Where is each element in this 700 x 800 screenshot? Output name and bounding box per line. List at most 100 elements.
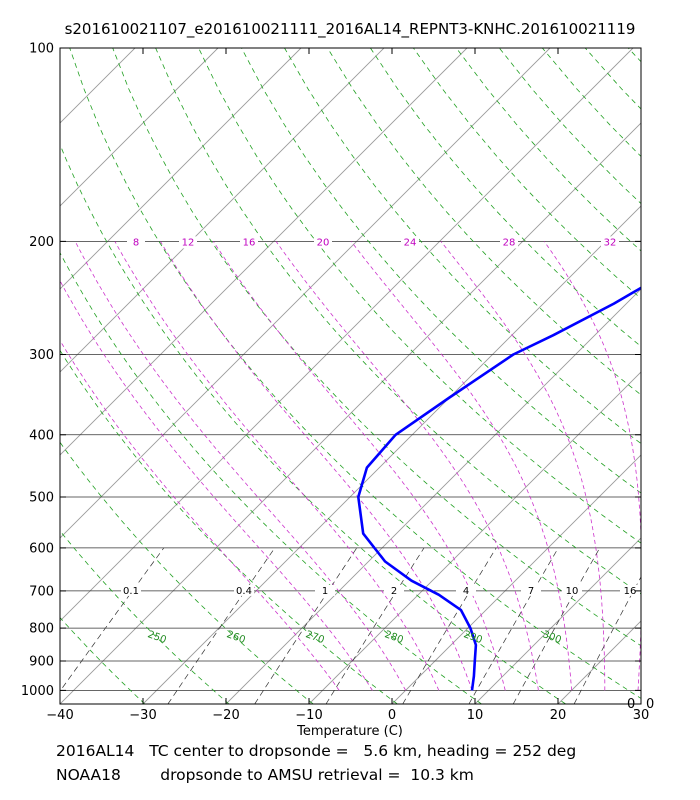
- isohume-label: 7: [528, 586, 534, 597]
- dry-adiabat-label: 300: [541, 629, 563, 646]
- isotherm-line: [391, 454, 641, 704]
- isohume-line: [512, 547, 601, 704]
- y-tick-label: 700: [29, 584, 54, 599]
- y-tick-label: 800: [29, 622, 54, 637]
- y-tick-label: 500: [29, 491, 54, 506]
- dry-adiabat-label: 290: [462, 629, 484, 646]
- dry-adiabat-line: [60, 349, 398, 704]
- dry-adiabat-line: [498, 48, 641, 205]
- isohume-label: 0.1: [123, 586, 139, 597]
- dry-adiabat-line: [541, 48, 641, 158]
- y-tick-label: 900: [29, 654, 54, 669]
- dry-adiabat-line: [69, 48, 641, 699]
- x-tick-label: 10: [467, 708, 484, 723]
- moist-adiabat-line: [60, 339, 340, 691]
- isotherm-line: [60, 48, 136, 124]
- isohume-line: [60, 547, 165, 692]
- dry-adiabat-label: 250: [146, 629, 168, 646]
- moist-adiabat-line: [350, 241, 572, 691]
- dry-adiabat-line: [284, 48, 641, 445]
- x-tick-label: −30: [129, 708, 156, 723]
- x-tick-label: 0: [388, 708, 396, 723]
- dry-adiabat-line: [112, 48, 641, 647]
- dry-adiabat-line: [60, 617, 146, 704]
- dry-adiabat-line: [584, 48, 641, 110]
- y-tick-label: 1000: [21, 684, 54, 699]
- isotherm-line: [60, 122, 641, 704]
- moist-adiabat-line: [213, 241, 506, 691]
- isohume-line: [254, 547, 358, 704]
- x-tick-label: −40: [46, 708, 73, 723]
- moist-adiabat-line: [160, 241, 473, 691]
- moist-adiabat-label: 24: [404, 237, 417, 248]
- dry-adiabat-label: 280: [383, 629, 405, 646]
- moist-adiabat-line: [543, 241, 641, 691]
- isotherm-line: [60, 48, 468, 456]
- isohume-label: 16: [624, 586, 637, 597]
- moist-adiabat-label: 20: [317, 237, 330, 248]
- isotherm-line: [557, 620, 641, 704]
- chart-title: s201610021107_e201610021111_2016AL14_REP…: [64, 20, 636, 38]
- isohume-line: [402, 547, 497, 704]
- x-tick-label: 20: [550, 708, 567, 723]
- plot-area: [0, 48, 700, 704]
- isotherm-line: [0, 48, 52, 704]
- dry-adiabat-line: [370, 48, 641, 347]
- isotherm-line: [474, 537, 641, 704]
- dry-adiabat-label: 260: [225, 629, 247, 646]
- isotherm-line: [60, 48, 634, 622]
- dry-adiabat-line: [627, 48, 641, 63]
- dry-adiabat-line: [60, 441, 314, 704]
- moist-adiabat-label: 12: [182, 237, 195, 248]
- dry-adiabat-line: [671, 48, 700, 704]
- isohume-label: 2: [391, 586, 397, 597]
- sounding-series-line: [664, 591, 700, 685]
- dry-adiabat-line: [327, 48, 641, 396]
- moist-adiabat-line: [275, 241, 539, 691]
- x-tick-label: 30: [633, 708, 650, 723]
- isohume-label: 1: [322, 586, 328, 597]
- isotherm-line: [60, 48, 219, 207]
- y-tick-label: 600: [29, 541, 54, 556]
- x-axis-label: Temperature (C): [297, 724, 403, 739]
- x-tick-label: −20: [212, 708, 239, 723]
- y-tick-label: 100: [29, 42, 54, 57]
- isotherm-line: [60, 48, 551, 539]
- moist-adiabat-label: 16: [243, 237, 256, 248]
- moist-adiabat-line: [114, 241, 440, 691]
- corner-label-right: 0: [646, 697, 655, 712]
- isohume-line: [167, 547, 276, 704]
- caption-line-1: 2016AL14 TC center to dropsonde = 5.6 km…: [56, 742, 577, 760]
- moist-adiabat-line: [60, 279, 373, 691]
- caption-line-2: NOAA18 dropsonde to AMSU retrieval = 10.…: [56, 766, 474, 784]
- moist-adiabat-label: 28: [503, 237, 516, 248]
- y-tick-label: 400: [29, 428, 54, 443]
- isohume-label: 10: [566, 586, 579, 597]
- isotherm-line: [225, 288, 641, 704]
- isotherm-line: [60, 48, 385, 373]
- y-tick-label: 300: [29, 348, 54, 363]
- dry-adiabat-line: [60, 530, 230, 704]
- dry-adiabat-label: 270: [304, 629, 326, 646]
- dry-adiabat-line: [60, 702, 61, 704]
- isotherm-line: [142, 205, 641, 704]
- dry-adiabat-line: [155, 48, 641, 595]
- sounding-series-line: [357, 286, 641, 691]
- isotherm-line: [640, 703, 641, 704]
- y-tick-label: 200: [29, 235, 54, 250]
- moist-adiabat-line: [650, 241, 688, 690]
- sounding-series-line: [667, 591, 700, 670]
- moist-adiabat-label: 8: [133, 237, 139, 248]
- dry-adiabat-line: [60, 251, 482, 704]
- isotherm-line: [308, 371, 641, 704]
- isohume-label: 4: [463, 586, 469, 597]
- dry-adiabat-line: [198, 48, 641, 544]
- isohume-label: 0.4: [236, 586, 252, 597]
- corner-label-left: 0: [627, 697, 636, 712]
- plot-frame: [59, 47, 642, 705]
- isotherm-line: [60, 48, 302, 290]
- x-tick-label: −10: [295, 708, 322, 723]
- dry-adiabat-line: [455, 48, 641, 252]
